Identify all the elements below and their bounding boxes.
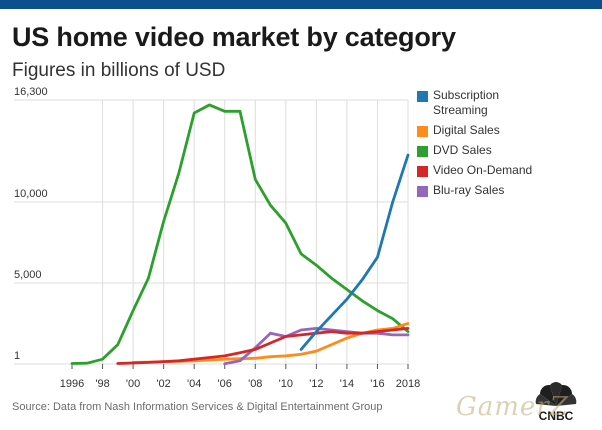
watermark-text: GamerZ (456, 392, 569, 422)
x-tick-label: '10 (279, 378, 293, 390)
x-tick-label: '98 (95, 378, 109, 390)
peacock-feathers-icon (535, 382, 577, 406)
series-line-dvd-sales (70, 103, 410, 365)
legend-label: Subscription Streaming (433, 88, 500, 117)
x-tick-label: 1996 (60, 378, 84, 390)
x-tick-label: '04 (187, 378, 201, 390)
x-tick-label: '00 (126, 378, 140, 390)
legend-item: Video On-Demand (417, 163, 597, 178)
y-tick-label: 1 (14, 350, 20, 362)
x-tick-label: '12 (309, 378, 323, 390)
source-note: Source: Data from Nash Information Servi… (12, 401, 383, 413)
legend-item: Subscription Streaming (417, 88, 597, 118)
chart-title: US home video market by category (12, 22, 456, 52)
x-tick-label: '02 (156, 378, 170, 390)
legend-swatch (417, 166, 428, 177)
legend-label: Video On-Demand (433, 163, 533, 177)
series-line-subscription-streaming (299, 153, 410, 351)
x-tick-label: '08 (248, 378, 262, 390)
logo-text: CNBC (539, 409, 574, 423)
series-lines (70, 103, 410, 366)
legend-item: Blu-ray Sales (417, 183, 597, 198)
legend-label: Blu-ray Sales (433, 183, 505, 197)
x-tick-label: '14 (340, 378, 354, 390)
legend-swatch (417, 146, 428, 157)
legend-label: Digital Sales (433, 123, 500, 137)
legend-item: DVD Sales (417, 143, 597, 158)
legend-swatch (417, 186, 428, 197)
chart-legend: Subscription Streaming Digital Sales DVD S… (417, 88, 597, 203)
y-tick-label: 16,300 (14, 86, 48, 98)
legend-swatch (417, 91, 428, 102)
x-tick-label: 2018 (396, 378, 420, 390)
series-line-video-on-demand (116, 326, 410, 365)
legend-item: Digital Sales (417, 123, 597, 138)
top-accent-bar (0, 0, 602, 9)
chart-subtitle: Figures in billions of USD (12, 60, 226, 81)
cnbc-peacock-logo: CNBC (535, 382, 577, 423)
x-tick-label: '16 (370, 378, 384, 390)
series-line-blu-ray-sales (223, 326, 410, 366)
y-axis-ticks: 1 5,000 10,000 16,300 (14, 86, 48, 362)
legend-label: DVD Sales (433, 143, 492, 157)
y-tick-label: 10,000 (14, 188, 48, 200)
x-axis-ticks: 1996 '98 '00 '02 '04 '06 '08 '10 '12 '14 '16 2018 (60, 364, 420, 390)
x-tick-label: '06 (218, 378, 232, 390)
legend-swatch (417, 126, 428, 137)
grid-lines (14, 99, 409, 365)
y-tick-label: 5,000 (14, 269, 42, 281)
